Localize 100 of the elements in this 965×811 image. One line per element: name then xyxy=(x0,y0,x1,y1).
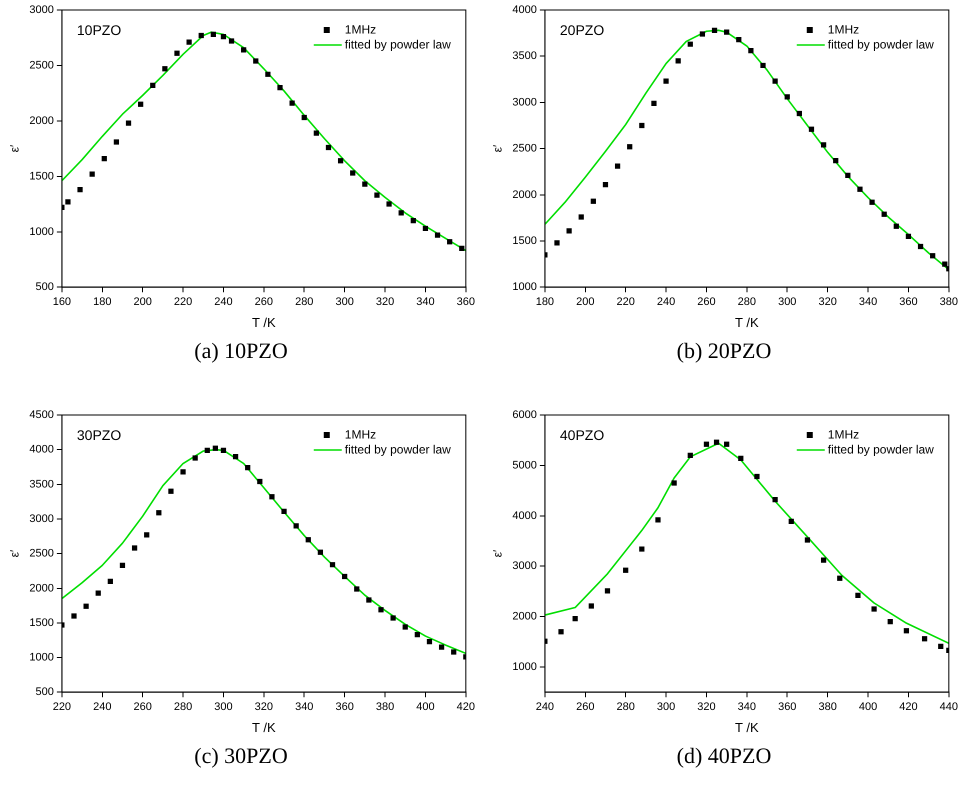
point xyxy=(712,28,718,33)
y-tick-label: 2000 xyxy=(29,582,54,594)
point xyxy=(232,454,238,460)
point xyxy=(210,32,216,38)
point xyxy=(888,619,893,624)
point xyxy=(277,84,283,90)
point xyxy=(438,644,444,650)
point xyxy=(663,78,669,84)
x-tick-label: 280 xyxy=(295,296,314,308)
x-tick-label: 340 xyxy=(295,700,314,713)
point xyxy=(290,100,295,106)
x-tick-label: 240 xyxy=(214,296,233,308)
x-tick-label: 300 xyxy=(656,700,676,713)
point xyxy=(651,100,657,106)
x-tick-label: 280 xyxy=(174,700,192,713)
annotation: 30PZO xyxy=(76,426,122,443)
x-tick-label: 260 xyxy=(254,296,274,308)
point xyxy=(96,590,101,596)
x-tick-label: 360 xyxy=(456,296,476,308)
x-tick-label: 340 xyxy=(416,296,435,308)
point xyxy=(602,182,608,188)
point xyxy=(220,34,226,40)
x-tick-label: 260 xyxy=(697,296,716,308)
point xyxy=(894,224,899,229)
x-tick-label: 200 xyxy=(133,296,152,308)
point xyxy=(302,114,307,120)
y-tick-label: 3000 xyxy=(512,96,537,108)
point xyxy=(138,102,144,107)
x-tick-label: 260 xyxy=(133,700,152,713)
y-tick-label: 1000 xyxy=(29,226,54,238)
text: (b) 20PZO xyxy=(676,338,772,364)
point xyxy=(688,452,693,458)
x-tick-label: 380 xyxy=(818,700,837,713)
point xyxy=(639,122,644,128)
point xyxy=(736,36,742,42)
x-axis-title: T /K xyxy=(252,720,276,735)
point xyxy=(869,200,875,205)
point xyxy=(804,537,810,543)
point xyxy=(938,644,944,649)
point xyxy=(639,546,644,552)
point xyxy=(174,50,180,56)
point xyxy=(700,31,706,37)
point xyxy=(350,170,356,176)
point xyxy=(627,144,632,150)
point xyxy=(724,442,730,447)
point xyxy=(882,212,887,217)
x-axis-title: T /K xyxy=(252,314,276,330)
point xyxy=(378,607,384,612)
x-tick-label: 280 xyxy=(616,700,635,713)
y-tick-label: 6000 xyxy=(512,409,537,422)
x-tick-label: 300 xyxy=(214,700,233,713)
point xyxy=(204,448,210,453)
legend-label: fitted by powder law xyxy=(828,37,934,52)
x-tick-label: 280 xyxy=(738,296,756,308)
x-tick-label: 180 xyxy=(536,296,554,308)
x-tick-label: 400 xyxy=(858,700,878,713)
point xyxy=(338,158,344,164)
text: (c) 30PZO xyxy=(193,743,289,769)
point xyxy=(808,126,814,132)
y-tick-label: 1000 xyxy=(512,661,537,674)
y-tick-label: 5000 xyxy=(512,459,537,472)
point xyxy=(318,550,324,555)
point xyxy=(604,588,610,594)
point xyxy=(374,192,380,198)
point xyxy=(386,201,392,207)
y-tick-label: 500 xyxy=(36,281,54,294)
point xyxy=(150,82,156,88)
x-tick-label: 260 xyxy=(576,700,594,713)
point xyxy=(871,606,877,612)
point xyxy=(922,636,928,642)
y-tick-label: 500 xyxy=(36,686,54,698)
point xyxy=(451,649,456,655)
point xyxy=(578,214,584,220)
point xyxy=(614,164,620,169)
y-tick-label: 3500 xyxy=(512,50,537,62)
x-tick-label: 220 xyxy=(616,296,635,308)
point xyxy=(342,574,348,580)
point xyxy=(558,629,564,634)
point xyxy=(855,592,861,598)
point xyxy=(554,240,560,246)
point xyxy=(390,615,396,621)
x-tick-label: 320 xyxy=(697,700,716,713)
point xyxy=(71,613,77,619)
x-tick-label: 320 xyxy=(254,700,274,713)
point xyxy=(257,478,262,484)
y-tick-label: 2500 xyxy=(29,59,54,72)
annotation: 10PZO xyxy=(76,22,122,38)
y-tick-label: 1000 xyxy=(512,281,537,294)
point xyxy=(724,30,730,35)
x-tick-label: 360 xyxy=(335,700,354,713)
point xyxy=(837,576,842,581)
legend-label: 1MHz xyxy=(828,22,860,36)
y-tick-label: 2000 xyxy=(29,114,54,127)
y-tick-label: 2000 xyxy=(512,610,537,623)
point xyxy=(126,120,132,126)
point xyxy=(906,234,912,239)
y-tick-label: 1000 xyxy=(29,652,54,664)
point xyxy=(330,562,336,568)
point xyxy=(572,616,578,622)
point xyxy=(180,469,186,474)
